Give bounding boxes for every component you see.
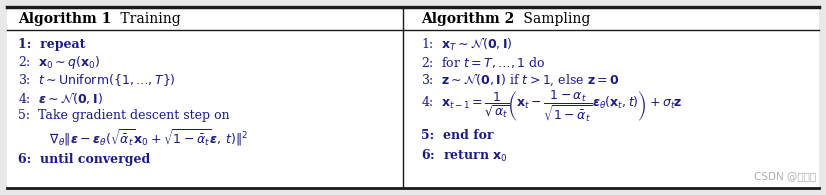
- Text: 5:  Take gradient descent step on: 5: Take gradient descent step on: [18, 109, 230, 121]
- Text: CSDN @晚点吧: CSDN @晚点吧: [754, 171, 816, 182]
- Text: 4:  $\boldsymbol{\epsilon} \sim \mathcal{N}(\mathbf{0}, \mathbf{I})$: 4: $\boldsymbol{\epsilon} \sim \mathcal{…: [18, 90, 103, 105]
- Text: 5:  end for: 5: end for: [421, 129, 494, 142]
- Text: 4:  $\mathbf{x}_{t-1} = \dfrac{1}{\sqrt{\alpha_t}}\!\left(\mathbf{x}_t - \dfrac{: 4: $\mathbf{x}_{t-1} = \dfrac{1}{\sqrt{\…: [421, 89, 683, 124]
- Text: 3:  $\mathbf{z} \sim \mathcal{N}(\mathbf{0}, \mathbf{I})$ if $t > 1$, else $\mat: 3: $\mathbf{z} \sim \mathcal{N}(\mathbf{…: [421, 72, 620, 88]
- Text: $\nabla_\theta \|\boldsymbol{\epsilon} - \boldsymbol{\epsilon}_\theta(\sqrt{\bar: $\nabla_\theta \|\boldsymbol{\epsilon} -…: [18, 127, 248, 148]
- Text: 2:  for $t = T,\ldots,1$ do: 2: for $t = T,\ldots,1$ do: [421, 55, 545, 70]
- Text: 6:  return $\mathbf{x}_0$: 6: return $\mathbf{x}_0$: [421, 148, 508, 164]
- Text: 1:  $\mathbf{x}_T \sim \mathcal{N}(\mathbf{0}, \mathbf{I})$: 1: $\mathbf{x}_T \sim \mathcal{N}(\mathb…: [421, 36, 513, 53]
- Text: 2:  $\mathbf{x}_0 \sim q(\mathbf{x}_0)$: 2: $\mathbf{x}_0 \sim q(\mathbf{x}_0)$: [18, 54, 101, 71]
- Text: 3:  $t \sim \mathrm{Uniform}(\{1,\ldots,T\})$: 3: $t \sim \mathrm{Uniform}(\{1,\ldots,T…: [18, 72, 176, 88]
- Text: Sampling: Sampling: [519, 12, 590, 26]
- Text: 1:  repeat: 1: repeat: [18, 38, 86, 51]
- Text: Algorithm 2: Algorithm 2: [421, 12, 515, 26]
- Text: Algorithm 1: Algorithm 1: [18, 12, 112, 26]
- Text: 6:  until converged: 6: until converged: [18, 153, 150, 166]
- FancyBboxPatch shape: [7, 5, 819, 189]
- Text: Training: Training: [116, 12, 180, 26]
